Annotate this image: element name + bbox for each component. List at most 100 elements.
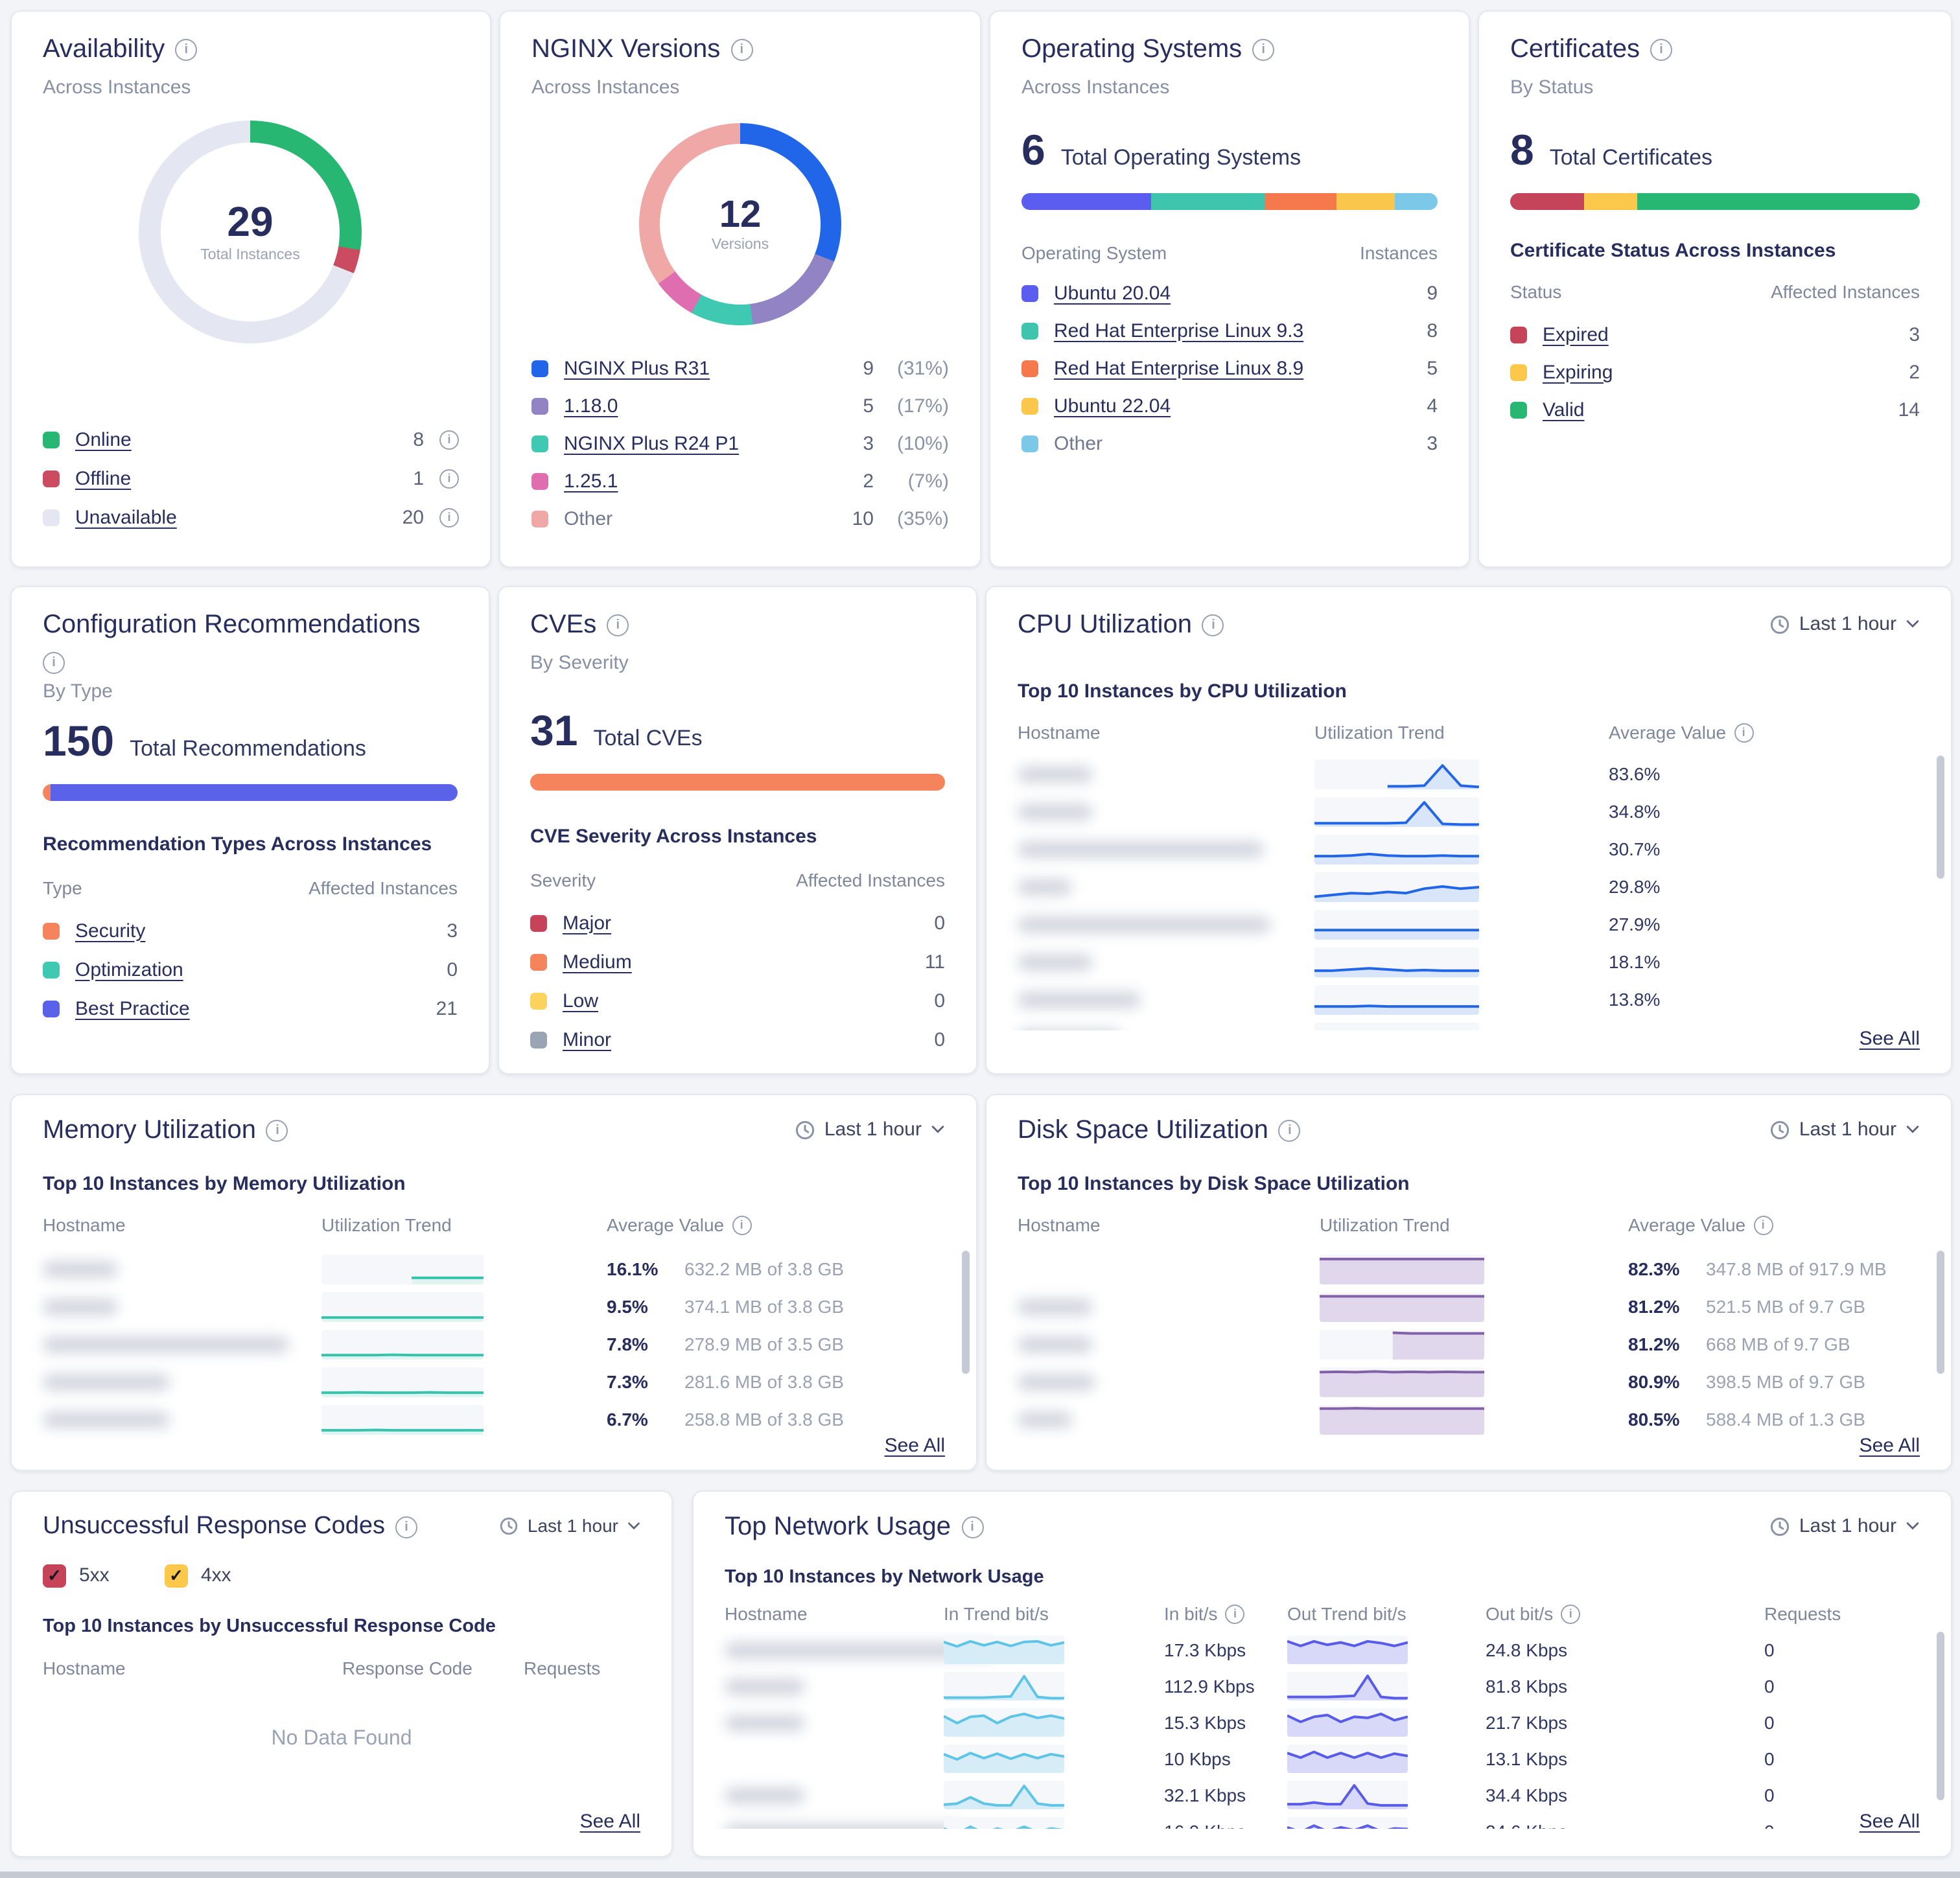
utilization-sparkline [1314, 910, 1479, 940]
clock-icon [500, 1516, 518, 1535]
info-icon[interactable] [1202, 614, 1224, 636]
info-icon[interactable] [1252, 39, 1275, 61]
info-icon[interactable] [1650, 39, 1673, 61]
certificates-stacked-bar [1510, 193, 1920, 210]
hostname-redacted [1018, 991, 1141, 1008]
time-range-dropdown[interactable]: Last 1 hour [1769, 613, 1920, 635]
type-link[interactable]: Security [75, 920, 146, 942]
5xx-checkbox[interactable] [43, 1564, 66, 1588]
legend-link[interactable]: Unavailable [75, 506, 177, 528]
legend-link[interactable]: Online [75, 428, 132, 450]
scrollbar-thumb[interactable] [1937, 1251, 1944, 1374]
severity-link[interactable]: Minor [563, 1028, 612, 1050]
average-value: 18.1% [1609, 951, 1661, 972]
info-icon[interactable] [1561, 1604, 1581, 1623]
info-icon[interactable] [1734, 723, 1754, 742]
os-link[interactable]: Red Hat Enterprise Linux 9.3 [1054, 319, 1304, 342]
affected-count: 0 [934, 1028, 945, 1050]
legend-item: Offline 1 [43, 464, 459, 493]
table-row: Ubuntu 22.04 4 [1021, 391, 1438, 420]
in-trend-sparkline [944, 1745, 1064, 1773]
column-header-text: In bit/s [1164, 1603, 1218, 1624]
chevron-down-icon [628, 1522, 640, 1529]
table-row: 17.3 Kbps 24.8 Kbps 0 [694, 1632, 1951, 1668]
usage-detail: 632.2 MB of 3.8 GB [684, 1258, 844, 1279]
info-icon[interactable] [175, 39, 198, 61]
table-row: 82.3% 347.8 MB of 917.9 MB [986, 1251, 1951, 1288]
column-header: Out Trend bit/s [1287, 1603, 1406, 1624]
utilization-sparkline [1320, 1405, 1484, 1435]
usage-detail: 588.4 MB of 1.3 GB [1706, 1409, 1865, 1430]
legend-link[interactable]: NGINX Plus R31 [564, 357, 710, 379]
total-value: 150 [43, 717, 115, 765]
see-all-link[interactable]: See All [579, 1811, 640, 1833]
4xx-checkbox[interactable] [165, 1564, 188, 1588]
out-value: 21.7 Kbps [1486, 1712, 1568, 1733]
info-icon[interactable] [961, 1516, 984, 1538]
legend-swatch [1021, 435, 1038, 452]
scrollbar-thumb[interactable] [962, 1251, 970, 1374]
see-all-link[interactable]: See All [884, 1435, 945, 1457]
memory-utilization-card: Memory Utilization Last 1 hour Top 10 In… [10, 1094, 977, 1471]
info-icon[interactable] [43, 652, 65, 674]
total-summary: 8 Total Certificates [1510, 126, 1712, 175]
os-link[interactable]: Red Hat Enterprise Linux 8.9 [1054, 357, 1304, 379]
out-trend-sparkline [1287, 1636, 1408, 1664]
utilization-sparkline [321, 1367, 484, 1397]
in-trend-sparkline [944, 1636, 1064, 1664]
legend-item: 1.25.1 2 (7%) [531, 467, 949, 495]
info-icon[interactable] [732, 1215, 752, 1235]
see-all-link[interactable]: See All [1859, 1435, 1920, 1457]
info-icon[interactable] [395, 1516, 418, 1538]
info-icon[interactable] [607, 614, 629, 636]
chevron-down-icon [931, 1126, 944, 1133]
os-link[interactable]: Ubuntu 20.04 [1054, 282, 1171, 304]
info-icon[interactable] [439, 507, 459, 527]
time-range-dropdown[interactable]: Last 1 hour [1769, 1119, 1920, 1141]
info-icon[interactable] [439, 469, 459, 488]
table-row: Low 0 [530, 986, 945, 1015]
severity-link[interactable]: Medium [563, 951, 632, 973]
column-header: Type [43, 877, 82, 898]
next-row-edge [0, 1872, 1960, 1878]
status-link[interactable]: Expired [1543, 323, 1609, 345]
see-all-link[interactable]: See All [1859, 1028, 1920, 1050]
table-row: Red Hat Enterprise Linux 9.3 8 [1021, 316, 1438, 345]
info-icon[interactable] [1225, 1604, 1245, 1623]
time-range-dropdown[interactable]: Last 1 hour [1769, 1515, 1920, 1537]
column-header: Affected Instances [796, 870, 945, 890]
severity-link[interactable]: Major [563, 912, 612, 934]
total-label: Total CVEs [593, 726, 703, 750]
type-link[interactable]: Best Practice [75, 997, 190, 1019]
info-icon[interactable] [1753, 1215, 1773, 1235]
card-subtitle: Across Instances [43, 76, 191, 99]
type-link[interactable]: Optimization [75, 958, 183, 980]
average-percent: 81.2% [1628, 1296, 1680, 1317]
legend-link[interactable]: NGINX Plus R24 P1 [564, 432, 740, 454]
legend-swatch [530, 1031, 547, 1048]
severity-link[interactable]: Low [563, 990, 599, 1012]
see-all-link[interactable]: See All [1859, 1811, 1920, 1833]
status-link[interactable]: Expiring [1543, 361, 1613, 383]
legend-swatch [43, 922, 60, 939]
column-header: Affected Instances [1771, 281, 1920, 302]
scrollbar-thumb[interactable] [1937, 1632, 1944, 1800]
average-percent: 7.8% [607, 1334, 648, 1354]
legend-value: 5 [863, 395, 874, 417]
os-link[interactable]: Ubuntu 22.04 [1054, 395, 1171, 417]
column-header: Hostname [1018, 1214, 1101, 1235]
legend-swatch [531, 397, 548, 414]
legend-link[interactable]: 1.25.1 [564, 470, 618, 492]
time-range-dropdown[interactable]: Last 1 hour [795, 1119, 945, 1141]
legend-link[interactable]: Offline [75, 467, 132, 489]
info-icon[interactable] [1278, 1120, 1301, 1142]
info-icon[interactable] [266, 1120, 288, 1142]
scrollbar-thumb[interactable] [1937, 756, 1944, 879]
in-trend-sparkline [944, 1708, 1064, 1737]
time-range-dropdown[interactable]: Last 1 hour [499, 1515, 640, 1536]
status-link[interactable]: Valid [1543, 399, 1585, 421]
legend-link[interactable]: 1.18.0 [564, 395, 618, 417]
info-icon[interactable] [730, 39, 753, 61]
info-icon[interactable] [439, 430, 459, 449]
in-trend-sparkline [944, 1781, 1064, 1809]
